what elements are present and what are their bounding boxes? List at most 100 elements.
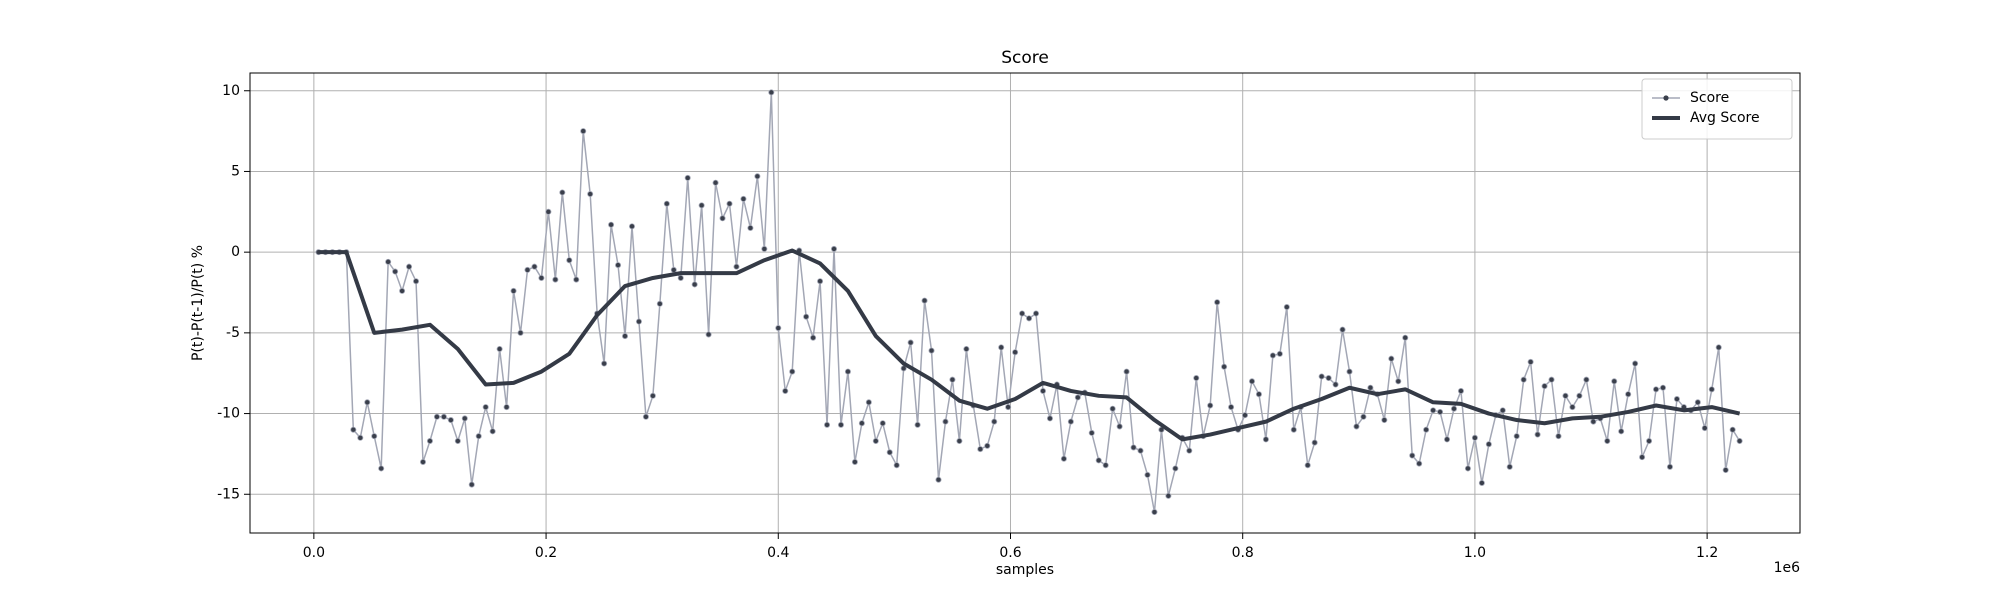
data-point (1228, 404, 1235, 411)
data-point (789, 368, 796, 375)
x-offset-label: 1e6 (1774, 560, 1801, 576)
data-point (524, 266, 531, 273)
data-point (1653, 386, 1660, 393)
data-point (991, 418, 998, 425)
data-point (1019, 310, 1026, 317)
data-point (489, 428, 496, 435)
data-point (1590, 418, 1597, 425)
data-point (378, 465, 385, 472)
data-point (768, 89, 775, 96)
data-point (1074, 394, 1081, 401)
data-point (691, 281, 698, 288)
data-point (371, 433, 378, 440)
data-point (1485, 441, 1492, 448)
data-point (1416, 460, 1423, 467)
data-point (461, 415, 468, 422)
data-point (1625, 391, 1632, 398)
data-point (1632, 360, 1639, 367)
data-point (615, 262, 622, 269)
data-point (1409, 452, 1416, 459)
data-point (872, 437, 879, 444)
data-point (1304, 462, 1311, 469)
data-point (503, 404, 510, 411)
data-point (1506, 463, 1513, 470)
data-point (1701, 425, 1708, 432)
data-point (754, 173, 761, 180)
data-point (1095, 457, 1102, 464)
data-point (1388, 355, 1395, 362)
data-point (1499, 407, 1506, 414)
plot-frame (249, 72, 1801, 534)
data-point (935, 476, 942, 483)
data-point (761, 245, 768, 252)
data-point (1109, 405, 1116, 412)
data-point (1207, 402, 1214, 409)
y-tick-label: -15 (217, 486, 240, 502)
data-point (538, 274, 545, 281)
data-point (747, 224, 754, 231)
data-point (1151, 509, 1158, 516)
data-point (1548, 376, 1555, 383)
data-point (1026, 315, 1033, 322)
data-point (893, 462, 900, 469)
data-point (1437, 408, 1444, 415)
data-point (1520, 376, 1527, 383)
x-tick-label: 0.8 (1232, 545, 1254, 561)
data-point (587, 191, 594, 198)
y-tick-label: 10 (222, 83, 240, 99)
data-point (1123, 368, 1130, 375)
data-point (740, 195, 747, 202)
legend-label: Avg Score (1690, 110, 1760, 126)
data-point (1283, 304, 1290, 311)
data-point (1694, 399, 1701, 406)
data-point (1555, 433, 1562, 440)
data-point (663, 200, 670, 207)
y-tick-label: -5 (226, 325, 240, 341)
data-point (1269, 352, 1276, 359)
data-point (1639, 454, 1646, 461)
data-point (956, 437, 963, 444)
data-point (350, 426, 357, 433)
data-point (1367, 384, 1374, 391)
data-point (726, 200, 733, 207)
data-point (677, 274, 684, 281)
data-point (824, 421, 831, 428)
data-point (559, 189, 566, 196)
data-point (580, 128, 587, 135)
y-axis-label: P(t)-P(t-1)/P(t) % (190, 245, 206, 361)
data-point (1276, 350, 1283, 357)
data-point (851, 458, 858, 465)
data-point (1395, 378, 1402, 385)
data-point (1332, 381, 1339, 388)
data-point (1513, 433, 1520, 440)
data-point (649, 392, 656, 399)
data-point (803, 313, 810, 320)
data-point (1604, 437, 1611, 444)
data-point (1381, 417, 1388, 424)
data-point (1646, 437, 1653, 444)
data-point (1457, 387, 1464, 394)
data-point (984, 442, 991, 449)
data-point (1088, 429, 1095, 436)
data-point (837, 421, 844, 428)
data-point (1033, 310, 1040, 317)
data-point (831, 245, 838, 252)
data-point (1012, 349, 1019, 356)
data-point (419, 458, 426, 465)
y-tick-label: -10 (217, 406, 240, 422)
x-tick-label: 1.2 (1696, 545, 1718, 561)
data-point (810, 334, 817, 341)
data-point (531, 263, 538, 270)
data-point (392, 268, 399, 275)
data-point (775, 325, 782, 332)
data-point (1673, 396, 1680, 403)
data-point (510, 287, 517, 294)
x-tick-label: 0.6 (999, 545, 1021, 561)
data-point (1464, 465, 1471, 472)
x-tick-label: 0.2 (535, 545, 557, 561)
data-point (1262, 436, 1269, 443)
x-tick-label: 0.4 (767, 545, 789, 561)
data-point (642, 413, 649, 420)
